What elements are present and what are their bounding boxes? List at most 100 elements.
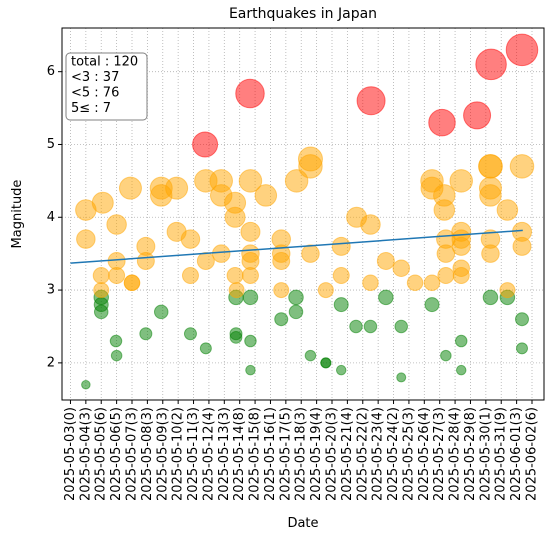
quake-point <box>254 184 278 207</box>
quake-point <box>440 349 452 362</box>
quake-point <box>406 274 424 292</box>
quake-point <box>304 349 317 362</box>
x-tick-label: 2025-05-18(3) <box>294 407 309 501</box>
plot-frame <box>61 27 545 401</box>
x-tick-label: 2025-05-15(8) <box>248 407 263 501</box>
quake-point <box>482 289 499 306</box>
annotation: total : 120<3 : 37<5 : 765≤ : 7 <box>65 52 148 121</box>
x-tick-label: 2025-05-19(4) <box>309 407 324 501</box>
quake-point <box>349 319 363 334</box>
annotation-text: <5 : 76 <box>71 86 119 101</box>
quake-point <box>363 319 378 334</box>
quake-point <box>505 33 539 67</box>
quake-point <box>153 304 169 320</box>
y-tick-label: 5 <box>47 137 55 152</box>
quake-point <box>331 236 351 256</box>
quake-point <box>136 251 155 270</box>
quake-point <box>463 101 492 130</box>
quake-point <box>183 327 197 341</box>
trend-line <box>70 229 523 264</box>
quake-point <box>211 244 231 263</box>
quake-point <box>244 334 257 348</box>
x-tick-label: 2025-05-27(3) <box>432 407 447 501</box>
x-tick-label: 2025-05-14(8) <box>232 407 247 501</box>
y-tick-label: 3 <box>47 283 55 298</box>
x-tick-label: 2025-05-11(3) <box>186 407 201 501</box>
quake-point <box>478 154 503 179</box>
quake-point <box>110 349 123 362</box>
quake-point <box>392 259 410 277</box>
x-tick-label: 2025-06-02(6) <box>525 407 540 501</box>
quake-point <box>433 199 456 221</box>
x-tick-label: 2025-05-25(3) <box>401 407 416 501</box>
annotation-text: <3 : 37 <box>71 70 119 85</box>
quake-point <box>118 176 142 200</box>
x-tick-label: 2025-05-21(4) <box>340 407 355 501</box>
x-tick-label: 2025-05-20(3) <box>325 407 340 501</box>
quake-point <box>273 282 290 299</box>
quake-point <box>481 244 500 263</box>
x-axis-label: Date <box>287 516 318 531</box>
quake-point <box>424 297 440 313</box>
x-tick-label: 2025-05-07(3) <box>125 407 140 501</box>
quake-point <box>274 312 289 327</box>
quake-point <box>235 78 265 109</box>
quake-point <box>224 206 246 228</box>
quake-point <box>81 379 91 390</box>
annotation-text: total : 120 <box>71 55 138 70</box>
quake-point <box>192 131 219 158</box>
quake-point <box>475 48 507 81</box>
y-tick-label: 4 <box>47 210 55 225</box>
x-tick-label: 2025-05-26(4) <box>417 407 432 501</box>
quake-point <box>423 274 441 292</box>
quake-point <box>516 342 528 355</box>
x-tick-label: 2025-05-16(1) <box>263 407 278 501</box>
quake-point <box>479 184 502 207</box>
quake-point <box>455 364 467 376</box>
quake-point <box>240 221 261 242</box>
x-tick-label: 2025-05-04(3) <box>78 407 93 501</box>
quake-point <box>181 267 199 285</box>
x-tick-label: 2025-05-05(6) <box>94 407 109 501</box>
quake-point <box>241 251 260 270</box>
quake-point <box>333 297 349 313</box>
quake-point <box>394 319 408 334</box>
quake-point <box>109 334 123 348</box>
quake-point <box>376 251 395 270</box>
quake-point <box>509 154 535 179</box>
quake-point <box>123 274 141 292</box>
quake-point <box>301 244 320 263</box>
quake-point <box>245 364 256 376</box>
quake-point <box>437 267 455 285</box>
quake-point <box>196 251 215 270</box>
chart-title: Earthquakes in Japan <box>229 6 377 22</box>
quake-point <box>449 169 473 193</box>
quake-point <box>496 199 519 221</box>
quake-point <box>165 176 189 200</box>
x-tick-label: 2025-06-01(3) <box>509 407 524 501</box>
quake-point <box>199 342 212 355</box>
quake-point <box>93 282 110 299</box>
quake-point <box>396 372 407 383</box>
x-tick-label: 2025-05-28(4) <box>448 407 463 501</box>
quake-point <box>499 282 516 299</box>
quake-point <box>241 267 259 285</box>
quake-point <box>512 236 532 256</box>
quake-point <box>332 267 350 285</box>
quake-point <box>451 236 471 256</box>
x-tick-label: 2025-05-08(3) <box>140 407 155 501</box>
quake-point <box>139 327 153 341</box>
x-tick-label: 2025-05-03(0) <box>63 407 78 501</box>
quake-point <box>92 267 110 285</box>
quake-point <box>226 267 244 285</box>
x-tick-label: 2025-05-17(5) <box>278 407 293 501</box>
quake-point <box>228 282 245 299</box>
quake-point <box>317 282 334 299</box>
x-tick-label: 2025-05-22(2) <box>355 407 370 501</box>
quake-point <box>91 191 114 214</box>
x-tick-label: 2025-05-24(2) <box>386 407 401 501</box>
quake-point <box>180 229 201 249</box>
y-tick-label: 6 <box>47 64 55 79</box>
quake-point <box>288 304 304 320</box>
